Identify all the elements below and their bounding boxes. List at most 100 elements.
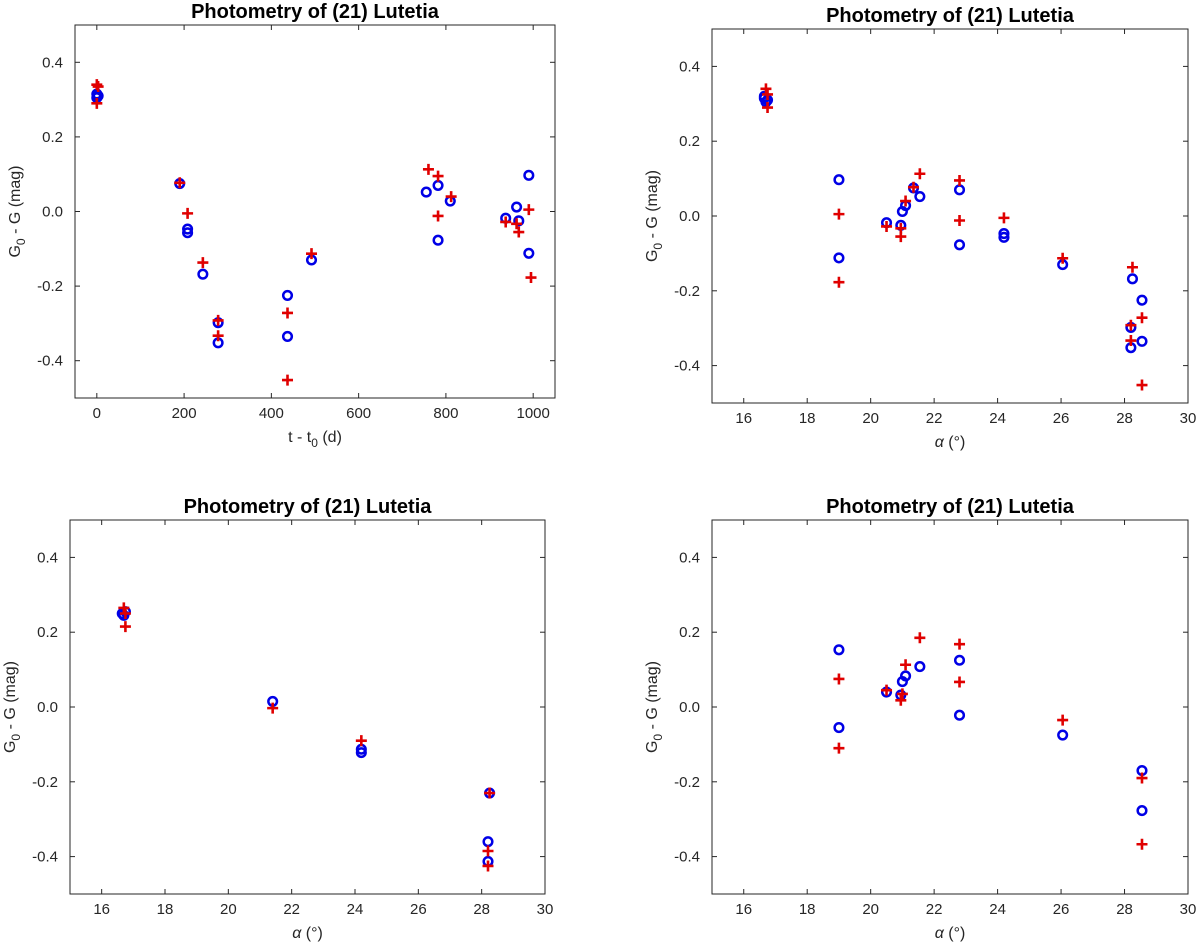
cross-marker: [482, 845, 494, 857]
x-tick-label: 18: [799, 410, 816, 427]
x-tick-label: 20: [220, 901, 237, 918]
chart-panel-3: 16 18 20 22 24 26 28 30 -0.4 -0.2 0.0 0.2 0.4 Photome…: [2, 496, 553, 942]
y-axis-label: G0 - G (mag): [2, 661, 23, 753]
x-axis-label: α (°): [292, 925, 323, 942]
circle-marker: [511, 201, 523, 213]
cross-marker: [92, 81, 104, 93]
cross-marker: [118, 602, 130, 614]
chart-title: Photometry of (21) Lutetia: [826, 5, 1075, 27]
y-tick-label: -0.2: [674, 774, 700, 791]
circle-marker: [523, 247, 535, 259]
cross-marker: [511, 218, 523, 230]
circle-marker: [914, 661, 926, 673]
y-tick-label: -0.4: [674, 849, 700, 866]
cross-marker: [182, 207, 194, 219]
x-axis-label-base: α: [935, 925, 945, 942]
cross-marker: [1136, 772, 1148, 784]
circle-marker: [1136, 805, 1148, 817]
y-axis-label-sub: 0: [651, 734, 665, 741]
cross-marker: [833, 276, 845, 288]
y-tick-label: 0.4: [37, 549, 58, 566]
circle-marker: [197, 268, 209, 280]
x-tick-label: 0: [93, 405, 101, 422]
y-tick-label: 0.2: [37, 624, 58, 641]
circle-marker: [833, 252, 845, 264]
x-axis-label-base: α: [935, 434, 945, 451]
y-tick-label: 0.0: [679, 208, 700, 225]
cross-marker: [896, 688, 908, 700]
y-tick-label: 0.2: [679, 624, 700, 641]
cross-marker: [1125, 319, 1137, 331]
y-tick-label: 0.2: [679, 133, 700, 150]
x-axis-label-base: t - t: [288, 429, 312, 446]
x-tick-label: 26: [1053, 410, 1070, 427]
circle-marker: [998, 228, 1010, 240]
cross-marker: [998, 212, 1010, 224]
cross-marker: [523, 204, 535, 216]
circle-marker: [953, 709, 966, 721]
cross-marker: [954, 676, 966, 688]
cross-marker: [1136, 312, 1148, 324]
x-tick-label: 24: [989, 901, 1006, 918]
cross-marker: [881, 220, 893, 232]
circle-marker: [523, 169, 535, 181]
circle-marker: [833, 722, 845, 734]
x-tick-label: 16: [735, 901, 752, 918]
chart-panel-2: 16 18 20 22 24 26 28 30 -0.4 -0.2 0.0 0.2 0.4 Photome…: [644, 5, 1196, 451]
x-tick-label: 28: [1116, 410, 1133, 427]
cross-marker: [954, 174, 966, 186]
x-tick-label: 30: [1180, 410, 1197, 427]
x-tick-label: 16: [735, 410, 752, 427]
x-axis-label: α (°): [935, 925, 966, 942]
circle-marker: [432, 234, 444, 246]
cross-marker: [895, 694, 907, 706]
cross-marker: [119, 621, 131, 633]
plot-frame: [69, 519, 546, 895]
circle-marker: [833, 174, 845, 186]
x-axis-label-rest: (°): [944, 434, 966, 451]
x-tick-label: 20: [862, 410, 879, 427]
cross-marker: [954, 214, 966, 226]
x-axis-label-base: α: [292, 925, 302, 942]
x-tick-label: 20: [862, 901, 879, 918]
x-axis-label-rest: (°): [944, 925, 966, 942]
cross-marker: [900, 195, 912, 207]
plot-frame: [711, 28, 1189, 404]
cross-marker: [760, 83, 772, 95]
x-tick-label: 18: [157, 901, 174, 918]
y-tick-label: 0.4: [42, 54, 63, 71]
cross-marker: [267, 702, 279, 714]
cross-marker: [833, 208, 845, 220]
cross-marker: [1125, 335, 1137, 347]
y-tick-label: -0.2: [32, 774, 58, 791]
y-axis-label-base: G: [2, 741, 19, 753]
y-tick-label: -0.4: [32, 849, 58, 866]
cross-marker: [432, 210, 444, 222]
y-tick-label: 0.0: [42, 204, 63, 221]
y-tick-label: 0.0: [679, 699, 700, 716]
cross-marker: [1057, 714, 1069, 726]
cross-marker: [422, 163, 434, 175]
y-tick-label: 0.4: [679, 549, 700, 566]
x-tick-label: 400: [259, 405, 284, 422]
cross-marker: [1136, 838, 1148, 850]
plot-frame: [711, 519, 1189, 895]
cross-marker: [119, 608, 131, 619]
y-axis-label-sub: 0: [14, 238, 28, 245]
data-markers: [116, 602, 496, 872]
cross-marker: [513, 226, 525, 238]
cross-marker: [91, 79, 103, 91]
circle-marker: [281, 289, 294, 301]
x-tick-label: 30: [1180, 901, 1197, 918]
y-tick-label: -0.2: [37, 278, 63, 295]
x-axis-label: t - t0 (d): [288, 429, 342, 450]
cross-marker: [282, 374, 294, 386]
y-axis-label: G0 - G (mag): [644, 170, 665, 262]
cross-marker: [355, 735, 367, 747]
circle-marker: [1057, 729, 1069, 741]
x-tick-label: 24: [347, 901, 364, 918]
cross-marker: [762, 88, 774, 100]
cross-marker: [914, 632, 926, 644]
x-tick-label: 200: [172, 405, 197, 422]
